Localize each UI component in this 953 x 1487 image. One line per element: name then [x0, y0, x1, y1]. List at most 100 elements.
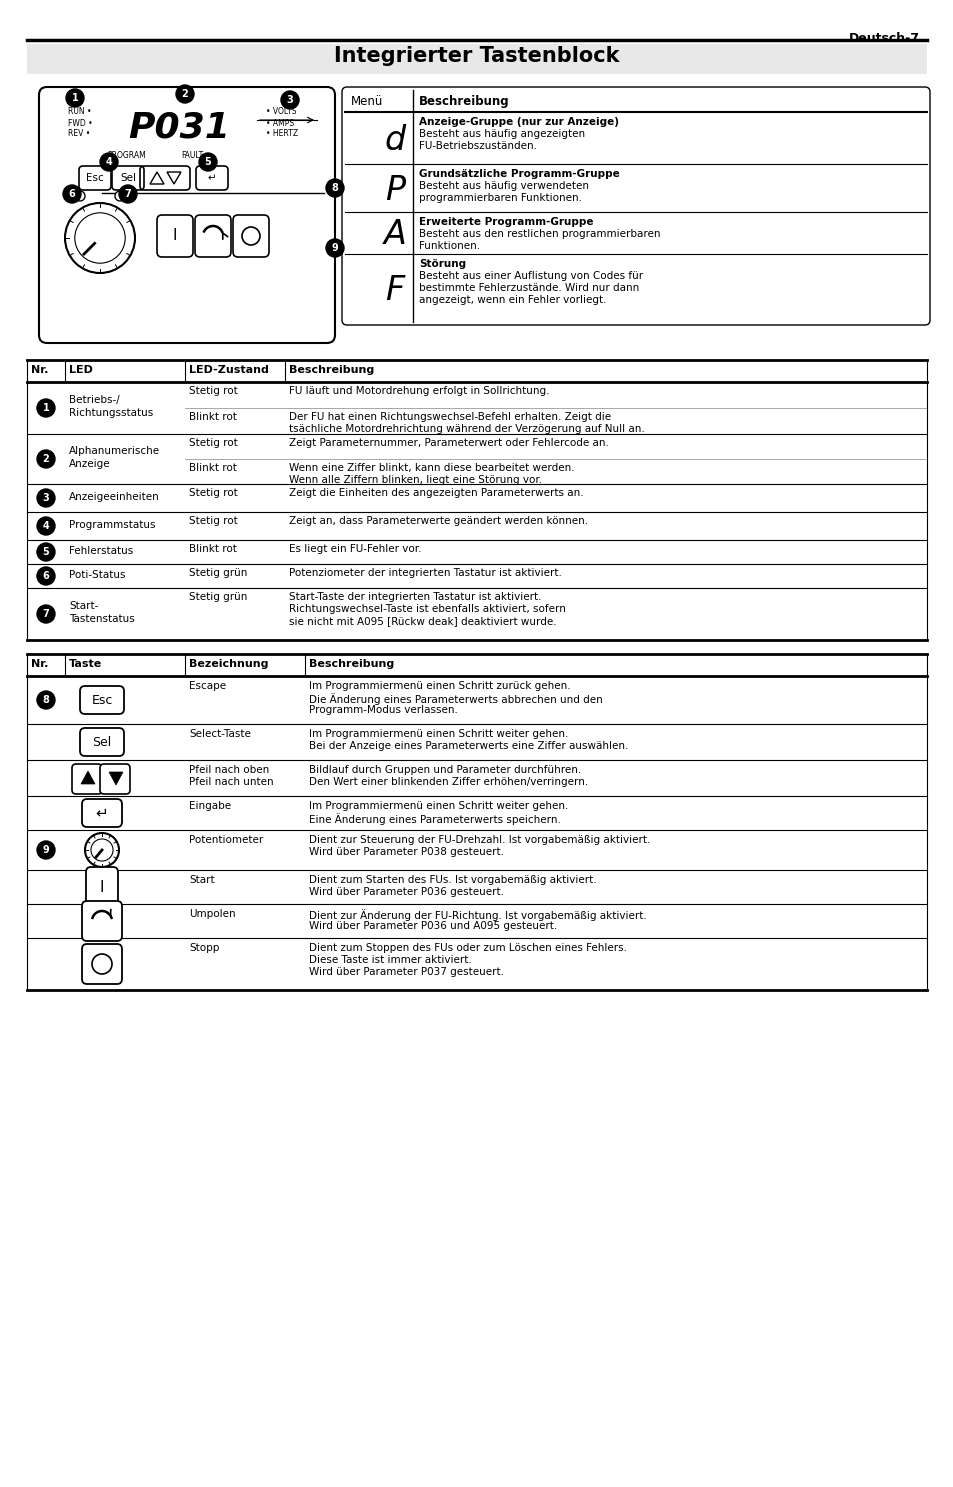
Text: Besteht aus häufig verwendeten: Besteht aus häufig verwendeten: [418, 181, 588, 190]
FancyBboxPatch shape: [82, 944, 122, 984]
Circle shape: [66, 89, 84, 107]
Bar: [97, 100, 262, 152]
Text: Dient zum Starten des FUs. Ist vorgabemäßig aktiviert.: Dient zum Starten des FUs. Ist vorgabemä…: [309, 874, 596, 885]
Text: Richtungsstatus: Richtungsstatus: [69, 407, 153, 418]
Polygon shape: [109, 772, 123, 785]
Text: 3: 3: [286, 95, 294, 106]
Text: 9: 9: [43, 845, 50, 855]
Text: d: d: [384, 123, 405, 156]
Circle shape: [281, 91, 298, 109]
Text: ↵: ↵: [208, 172, 216, 183]
Text: 2: 2: [43, 454, 50, 464]
Text: Stopp: Stopp: [189, 943, 219, 953]
Text: REV •: REV •: [68, 129, 91, 138]
Text: Start: Start: [189, 874, 214, 885]
Text: Beschreibung: Beschreibung: [309, 659, 394, 669]
Circle shape: [100, 153, 118, 171]
Circle shape: [122, 159, 132, 170]
Text: Grundsätzliche Programm-Gruppe: Grundsätzliche Programm-Gruppe: [418, 170, 619, 178]
Text: Start-Taste der integrierten Tastatur ist aktiviert.: Start-Taste der integrierten Tastatur is…: [289, 592, 541, 602]
Text: Besteht aus den restlichen programmierbaren: Besteht aus den restlichen programmierba…: [418, 229, 659, 239]
Text: P: P: [384, 174, 405, 207]
Polygon shape: [81, 770, 95, 784]
Text: Tastenstatus: Tastenstatus: [69, 614, 134, 625]
Text: • AMPS: • AMPS: [266, 119, 294, 128]
Text: Menü: Menü: [351, 95, 383, 109]
Text: 2: 2: [181, 89, 188, 100]
Polygon shape: [150, 172, 164, 184]
Text: Dient zur Steuerung der FU-Drehzahl. Ist vorgabemäßig aktiviert.: Dient zur Steuerung der FU-Drehzahl. Ist…: [309, 836, 650, 845]
Text: Blinkt rot: Blinkt rot: [189, 544, 236, 555]
Text: bestimmte Fehlerzustände. Wird nur dann: bestimmte Fehlerzustände. Wird nur dann: [418, 283, 639, 293]
FancyBboxPatch shape: [80, 686, 124, 714]
Text: Im Programmiermenü einen Schritt weiter gehen.: Im Programmiermenü einen Schritt weiter …: [309, 801, 568, 810]
Text: LED-Zustand: LED-Zustand: [189, 364, 269, 375]
Circle shape: [37, 567, 55, 584]
Text: Nr.: Nr.: [30, 659, 49, 669]
Circle shape: [37, 451, 55, 468]
Text: RUN •: RUN •: [68, 107, 91, 116]
Text: Wenn eine Ziffer blinkt, kann diese bearbeitet werden.: Wenn eine Ziffer blinkt, kann diese bear…: [289, 462, 574, 473]
Text: ↵: ↵: [95, 806, 109, 821]
Circle shape: [326, 178, 344, 196]
FancyBboxPatch shape: [82, 901, 122, 941]
Text: Erweiterte Programm-Gruppe: Erweiterte Programm-Gruppe: [418, 217, 593, 228]
Circle shape: [37, 489, 55, 507]
Text: 8: 8: [332, 183, 338, 193]
FancyBboxPatch shape: [194, 216, 231, 257]
Text: Betriebs-/: Betriebs-/: [69, 396, 120, 404]
Text: • HERTZ: • HERTZ: [266, 129, 297, 138]
Text: FWD •: FWD •: [68, 119, 92, 128]
Text: Störung: Störung: [418, 259, 466, 269]
FancyBboxPatch shape: [86, 867, 118, 907]
Text: Eingabe: Eingabe: [189, 801, 231, 810]
Text: Richtungswechsel-Taste ist ebenfalls aktiviert, sofern: Richtungswechsel-Taste ist ebenfalls akt…: [289, 604, 565, 614]
Text: Escape: Escape: [189, 681, 226, 691]
Text: Besteht aus einer Auflistung von Codes für: Besteht aus einer Auflistung von Codes f…: [418, 271, 642, 281]
Text: Sel: Sel: [92, 736, 112, 748]
Text: FU-Betriebszuständen.: FU-Betriebszuständen.: [418, 141, 537, 152]
FancyBboxPatch shape: [80, 729, 124, 755]
Text: P031: P031: [129, 112, 231, 146]
FancyBboxPatch shape: [71, 764, 102, 794]
Text: Zeigt die Einheiten des angezeigten Parameterwerts an.: Zeigt die Einheiten des angezeigten Para…: [289, 488, 583, 498]
Text: Taste: Taste: [69, 659, 102, 669]
Text: Wird über Parameter P036 und A095 gesteuert.: Wird über Parameter P036 und A095 gesteu…: [309, 920, 557, 931]
Text: Stetig rot: Stetig rot: [189, 387, 237, 396]
FancyBboxPatch shape: [79, 167, 111, 190]
Text: Sel: Sel: [120, 172, 136, 183]
Text: Bei der Anzeige eines Parameterwerts eine Ziffer auswählen.: Bei der Anzeige eines Parameterwerts ein…: [309, 741, 628, 751]
Text: 8: 8: [43, 694, 50, 705]
Text: Diese Taste ist immer aktiviert.: Diese Taste ist immer aktiviert.: [309, 955, 471, 965]
Circle shape: [37, 543, 55, 561]
Text: A: A: [383, 219, 406, 251]
Text: 5: 5: [43, 547, 50, 558]
Circle shape: [37, 842, 55, 859]
Text: Wird über Parameter P038 gesteuert.: Wird über Parameter P038 gesteuert.: [309, 848, 503, 857]
Circle shape: [326, 239, 344, 257]
Circle shape: [65, 204, 135, 274]
Text: Stetig grün: Stetig grün: [189, 592, 247, 602]
Text: Wird über Parameter P037 gesteuert.: Wird über Parameter P037 gesteuert.: [309, 967, 503, 977]
Text: Fehlerstatus: Fehlerstatus: [69, 546, 133, 556]
Text: Pfeil nach oben: Pfeil nach oben: [189, 764, 269, 775]
Text: Blinkt rot: Blinkt rot: [189, 412, 236, 422]
Text: Nr.: Nr.: [30, 364, 49, 375]
Text: Beschreibung: Beschreibung: [289, 364, 374, 375]
Circle shape: [175, 85, 193, 103]
Circle shape: [187, 159, 196, 170]
Text: 6: 6: [43, 571, 50, 581]
Text: 9: 9: [332, 242, 338, 253]
Text: Select-Taste: Select-Taste: [189, 729, 251, 739]
Text: Beschreibung: Beschreibung: [418, 95, 509, 109]
Text: Stetig rot: Stetig rot: [189, 516, 237, 526]
Text: Den Wert einer blinkenden Ziffer erhöhen/verringern.: Den Wert einer blinkenden Ziffer erhöhen…: [309, 778, 588, 787]
Text: Wenn alle Ziffern blinken, liegt eine Störung vor.: Wenn alle Ziffern blinken, liegt eine St…: [289, 474, 541, 485]
Text: Funktionen.: Funktionen.: [418, 241, 479, 251]
Circle shape: [37, 399, 55, 416]
FancyBboxPatch shape: [195, 167, 228, 190]
Circle shape: [119, 184, 137, 204]
Text: Anzeigeeinheiten: Anzeigeeinheiten: [69, 492, 159, 501]
Text: Bezeichnung: Bezeichnung: [189, 659, 268, 669]
Text: 3: 3: [43, 494, 50, 503]
